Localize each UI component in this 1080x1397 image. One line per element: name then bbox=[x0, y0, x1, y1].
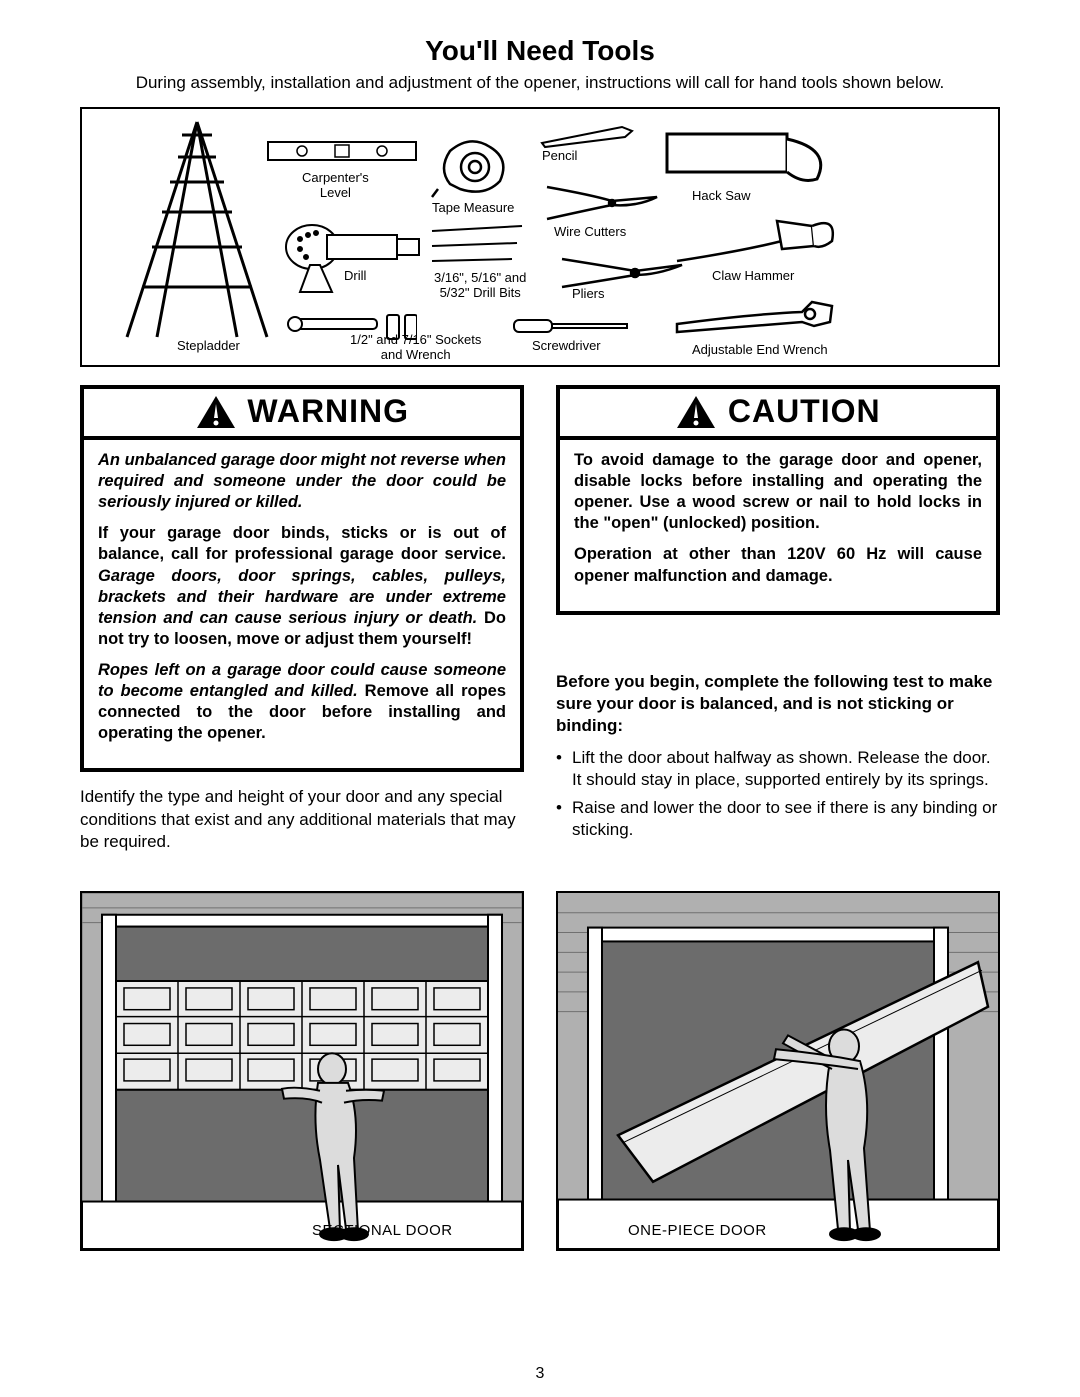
tape-icon bbox=[430, 129, 520, 199]
warning-p2: If your garage door binds, sticks or is … bbox=[98, 523, 506, 650]
tools-box: Stepladder Carpenter's Level Drill 1/2" … bbox=[80, 107, 1000, 367]
warning-p1: An unbalanced garage door might not reve… bbox=[98, 450, 506, 513]
stepladder-icon bbox=[112, 117, 282, 347]
caution-header: CAUTION bbox=[560, 389, 996, 440]
page-title: You'll Need Tools bbox=[80, 35, 1000, 67]
bits-label: 3/16", 5/16" and 5/32" Drill Bits bbox=[434, 271, 526, 301]
hammer-label: Claw Hammer bbox=[712, 269, 794, 284]
hacksaw-icon bbox=[657, 124, 837, 189]
content-columns: WARNING An unbalanced garage door might … bbox=[80, 385, 1000, 863]
wrench-icon bbox=[672, 294, 852, 344]
test-steps: Lift the door about halfway as shown. Re… bbox=[556, 747, 1000, 841]
caution-box: CAUTION To avoid damage to the garage do… bbox=[556, 385, 1000, 615]
level-icon bbox=[267, 137, 417, 167]
warning-header: WARNING bbox=[84, 389, 520, 440]
warning-body: An unbalanced garage door might not reve… bbox=[84, 440, 520, 768]
page-number: 3 bbox=[0, 1365, 1080, 1383]
sectional-door-illustration bbox=[82, 893, 522, 1249]
caution-body: To avoid damage to the garage door and o… bbox=[560, 440, 996, 611]
pencil-icon bbox=[537, 121, 637, 149]
right-intro: Before you begin, complete the following… bbox=[556, 671, 1000, 737]
door-illustrations: SECTIONAL DOOR bbox=[80, 891, 1000, 1251]
caution-p2: Operation at other than 120V 60 Hz will … bbox=[574, 544, 982, 586]
pliers-label: Pliers bbox=[572, 287, 605, 302]
cutters-icon bbox=[542, 177, 662, 227]
onepiece-door-box: ONE-PIECE DOOR bbox=[556, 891, 1000, 1251]
sockets-label: 1/2" and 7/16" Sockets and Wrench bbox=[350, 333, 481, 363]
bits-icon bbox=[427, 221, 527, 271]
caution-title: CAUTION bbox=[728, 393, 881, 430]
drill-icon bbox=[282, 217, 422, 297]
cutters-label: Wire Cutters bbox=[554, 225, 626, 240]
drill-label: Drill bbox=[344, 269, 366, 284]
screwdriver-label: Screwdriver bbox=[532, 339, 601, 354]
pencil-label: Pencil bbox=[542, 149, 577, 164]
level-label: Carpenter's Level bbox=[302, 171, 369, 201]
tape-label: Tape Measure bbox=[432, 201, 514, 216]
wrench-label: Adjustable End Wrench bbox=[692, 343, 828, 358]
bullet-2: Raise and lower the door to see if there… bbox=[556, 797, 1000, 841]
screwdriver-icon bbox=[512, 317, 632, 335]
page-intro: During assembly, installation and adjust… bbox=[80, 73, 1000, 93]
warning-p3: Ropes left on a garage door could cause … bbox=[98, 660, 506, 744]
caution-p1: To avoid damage to the garage door and o… bbox=[574, 450, 982, 534]
caution-triangle-icon bbox=[675, 394, 717, 430]
hacksaw-label: Hack Saw bbox=[692, 189, 751, 204]
sectional-caption: SECTIONAL DOOR bbox=[312, 1222, 453, 1239]
left-body-text: Identify the type and height of your doo… bbox=[80, 786, 524, 852]
stepladder-label: Stepladder bbox=[177, 339, 240, 354]
onepiece-caption: ONE-PIECE DOOR bbox=[628, 1222, 767, 1239]
bullet-1: Lift the door about halfway as shown. Re… bbox=[556, 747, 1000, 791]
warning-triangle-icon bbox=[195, 394, 237, 430]
left-column: WARNING An unbalanced garage door might … bbox=[80, 385, 524, 863]
right-column: CAUTION To avoid damage to the garage do… bbox=[556, 385, 1000, 863]
warning-box: WARNING An unbalanced garage door might … bbox=[80, 385, 524, 772]
sectional-door-box: SECTIONAL DOOR bbox=[80, 891, 524, 1251]
onepiece-door-illustration bbox=[558, 893, 998, 1249]
warning-title: WARNING bbox=[247, 393, 409, 430]
